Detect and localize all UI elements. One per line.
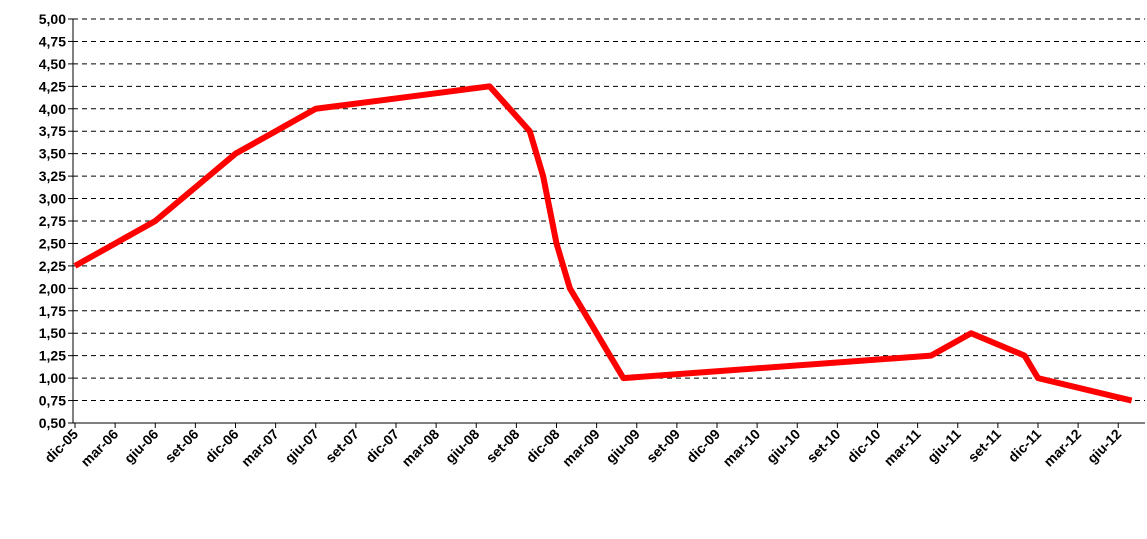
x-tick-label: set-11 bbox=[965, 426, 1005, 466]
x-tick-label: giu-10 bbox=[763, 426, 804, 467]
y-tick-label: 4,75 bbox=[39, 33, 66, 49]
y-tick-label: 2,75 bbox=[39, 213, 66, 229]
y-tick-label: 3,25 bbox=[39, 168, 66, 184]
y-tick-label: 1,00 bbox=[39, 370, 66, 386]
x-tick-label: dic-11 bbox=[1005, 426, 1045, 466]
y-tick-label: 2,50 bbox=[39, 235, 66, 251]
x-tick-label: set-07 bbox=[322, 426, 362, 466]
x-tick-label: set-06 bbox=[162, 426, 202, 466]
x-tick-label: giu-12 bbox=[1084, 426, 1125, 467]
y-tick-label: 3,75 bbox=[39, 123, 66, 139]
x-tick-label: dic-10 bbox=[844, 426, 884, 466]
x-tick-label: giu-11 bbox=[924, 426, 964, 466]
x-tick-label: dic-09 bbox=[683, 426, 723, 466]
x-tick-label: set-09 bbox=[643, 426, 683, 466]
x-tick-label: giu-06 bbox=[121, 426, 162, 467]
y-tick-label: 1,25 bbox=[39, 348, 66, 364]
y-tick-label: 3,00 bbox=[39, 191, 66, 207]
y-tick-label: 4,25 bbox=[39, 78, 66, 94]
x-tick-label: giu-07 bbox=[281, 426, 322, 467]
x-tick-label: mar-07 bbox=[238, 426, 282, 470]
x-tick-label: mar-06 bbox=[77, 426, 121, 470]
x-tick-label: dic-07 bbox=[362, 426, 402, 466]
x-tick-label: dic-08 bbox=[523, 426, 563, 466]
y-tick-label: 5,00 bbox=[39, 11, 66, 27]
y-tick-label: 2,00 bbox=[39, 280, 66, 296]
x-tick-label: mar-12 bbox=[1040, 426, 1084, 470]
x-tick-label: set-10 bbox=[804, 426, 844, 466]
line bbox=[73, 83, 1133, 404]
y-tick-label: 2,25 bbox=[39, 258, 66, 274]
x-tick-label: giu-08 bbox=[442, 426, 483, 467]
y-tick-label: 4,50 bbox=[39, 56, 66, 72]
x-tick-label: mar-11 bbox=[881, 426, 924, 469]
y-tick-label: 0,50 bbox=[39, 415, 66, 431]
x-tick-label: giu-09 bbox=[602, 426, 643, 467]
x-tick-label: set-08 bbox=[483, 426, 523, 466]
y-tick-label: 0,75 bbox=[39, 393, 66, 409]
x-tick-label: mar-09 bbox=[559, 426, 603, 470]
x-tick-label: mar-08 bbox=[398, 426, 442, 470]
y-tick-label: 1,50 bbox=[39, 325, 66, 341]
x-tick-label: mar-10 bbox=[719, 426, 763, 470]
y-tick-label: 3,50 bbox=[39, 146, 66, 162]
y-tick-label: 1,75 bbox=[39, 303, 66, 319]
y-tick-label: 4,00 bbox=[39, 101, 66, 117]
x-tick-label: dic-06 bbox=[202, 426, 242, 466]
x-tick-label: dic-05 bbox=[41, 426, 81, 466]
